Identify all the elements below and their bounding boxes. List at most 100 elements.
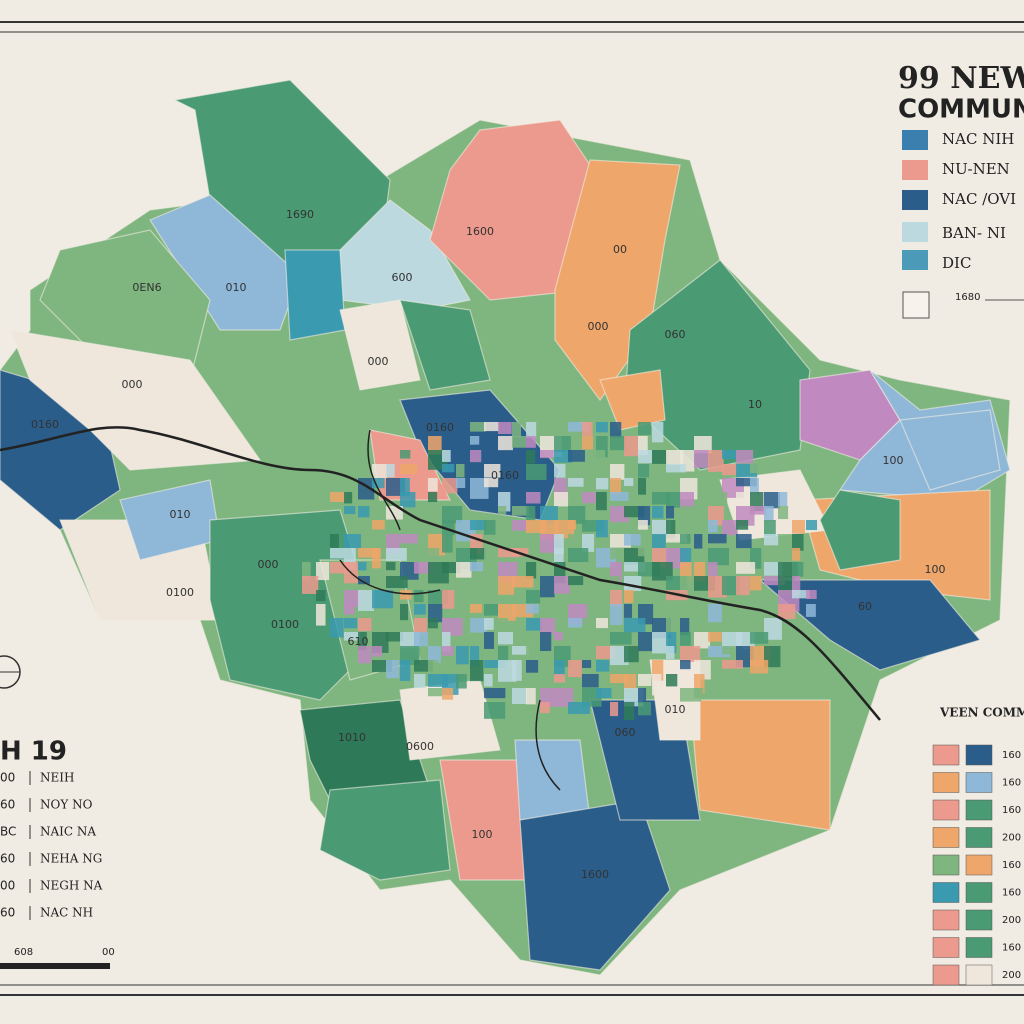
cell — [666, 450, 684, 465]
cell — [498, 618, 508, 632]
cell — [470, 520, 487, 531]
cell — [344, 632, 361, 641]
cell — [666, 520, 676, 539]
region — [758, 579, 982, 671]
cell — [414, 660, 433, 672]
cell — [358, 548, 379, 558]
cell — [526, 436, 536, 448]
legend-label: NEIH — [40, 771, 74, 785]
cell — [540, 534, 558, 553]
title: 99 NEW — [898, 61, 1024, 96]
cell — [638, 702, 652, 716]
cell — [652, 632, 669, 654]
region — [554, 159, 681, 402]
cell — [778, 534, 794, 546]
cell — [414, 618, 427, 634]
cell — [372, 520, 385, 530]
cell — [806, 604, 816, 617]
legend-top: NAC NIH NU-NEN NAC /OVI BAN- NI DIC 1680 — [902, 130, 1024, 319]
cell — [512, 660, 522, 681]
cell — [638, 548, 651, 557]
cell — [414, 674, 426, 688]
cell — [428, 660, 439, 675]
cell — [372, 646, 383, 657]
region-label: 610 — [348, 635, 369, 648]
cell — [526, 464, 547, 480]
cell — [470, 562, 484, 572]
cell — [652, 492, 671, 505]
cell — [386, 660, 400, 679]
cell — [512, 422, 522, 437]
cell — [778, 576, 795, 595]
cell — [428, 492, 438, 503]
cell — [666, 674, 678, 687]
swatch — [965, 964, 993, 986]
cell — [694, 632, 711, 649]
cell — [596, 436, 608, 458]
cell — [568, 478, 584, 487]
cell — [568, 422, 590, 432]
cell — [596, 422, 608, 433]
swatch — [932, 854, 960, 876]
cell — [344, 492, 353, 504]
cell — [792, 520, 805, 534]
cell — [484, 632, 495, 649]
legend-label: 1680 — [955, 292, 980, 303]
region-label: 0EN6 — [132, 281, 161, 294]
cell — [526, 688, 536, 705]
cell — [358, 618, 372, 632]
cell — [722, 520, 738, 536]
cell — [624, 618, 646, 633]
cell — [722, 660, 743, 669]
cell — [554, 464, 566, 478]
cell — [610, 506, 629, 523]
cell — [554, 562, 566, 584]
cell — [428, 604, 443, 623]
cell — [442, 618, 463, 636]
cell — [316, 590, 326, 602]
cell — [498, 632, 514, 645]
cell — [582, 660, 592, 669]
cell — [400, 492, 416, 508]
cell — [708, 632, 722, 642]
cell — [400, 478, 410, 496]
cell — [624, 478, 634, 487]
legend-label: NAC NH — [40, 906, 93, 920]
cell — [638, 688, 647, 704]
cell — [652, 422, 664, 443]
cell — [526, 660, 539, 673]
cell — [582, 590, 598, 604]
cell — [316, 604, 326, 626]
cell — [442, 450, 451, 462]
cell — [638, 632, 653, 652]
cell — [484, 674, 493, 687]
cell — [302, 562, 311, 580]
cell — [694, 688, 704, 699]
cell — [456, 562, 472, 578]
cell — [484, 576, 500, 592]
legend-label: NAC NIH — [942, 130, 1014, 148]
cell — [624, 674, 637, 690]
river — [0, 426, 881, 721]
cell — [792, 548, 801, 561]
cell — [484, 520, 496, 535]
legend-label: 160 — [1002, 750, 1021, 761]
cell — [554, 632, 563, 641]
cell — [526, 422, 537, 438]
cell — [386, 632, 403, 642]
cell — [414, 478, 427, 491]
cell — [624, 646, 639, 663]
legend-label: 160 — [1002, 860, 1021, 871]
cell — [778, 506, 789, 520]
region — [9, 329, 262, 471]
cell — [386, 562, 396, 571]
cell — [526, 506, 536, 521]
cell — [610, 422, 622, 438]
cell — [624, 604, 633, 618]
cell — [666, 492, 681, 508]
cell — [680, 618, 690, 636]
cell — [596, 492, 607, 511]
legend-label: NOY NO — [40, 798, 93, 812]
legend-label: NEHA NG — [40, 852, 102, 866]
